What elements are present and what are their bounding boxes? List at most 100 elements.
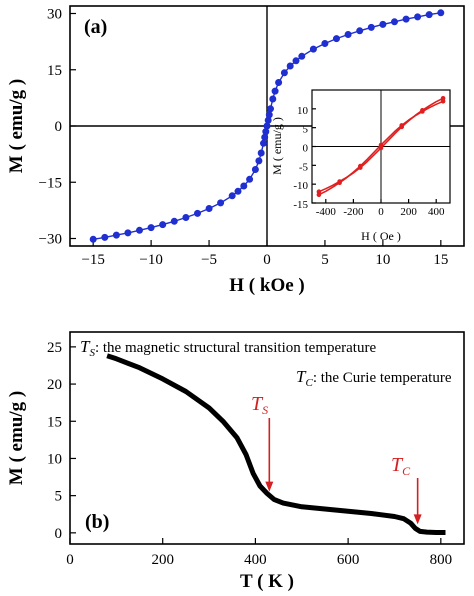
panel-a-series-0-point-37: [356, 27, 364, 35]
panel-b-x-axis-label: T ( K ): [240, 571, 294, 592]
inset-series-1-point-12: [399, 123, 405, 128]
panel-a-curve: [89, 9, 445, 243]
panel-a-x-tick-label-6: 15: [433, 252, 448, 268]
panel-a-series-0-point-9: [194, 209, 202, 217]
panel-b-y-tick-label-1: 5: [55, 489, 63, 505]
inset-x-tick-label-4: 400: [428, 206, 445, 218]
inset-series-1-point-18: [440, 99, 446, 104]
panel-a-series-0-point-38: [367, 23, 375, 31]
panel-a-series-0-point-3: [124, 229, 132, 237]
tc-arrow-label: TC: [391, 454, 411, 478]
ts-note-sub: S: [89, 347, 95, 359]
panel-b-label: (b): [85, 511, 109, 533]
panel-a-x-tick-label-4: 5: [321, 252, 329, 268]
panel-b-y-tick-label-5: 25: [47, 340, 62, 356]
panel-a-series-0-point-14: [240, 182, 248, 190]
panel-a-series-0-point-15: [246, 175, 254, 183]
inset-y-axis-label: M ( emu/g ): [270, 117, 284, 175]
panel-a-series-0-point-27: [271, 87, 279, 95]
panel-a-x-tick-label-0: −15: [81, 252, 104, 268]
panel-a-series-0-point-43: [425, 11, 433, 19]
panel-a-series-0-point-30: [286, 62, 294, 70]
panel-a-series-0-point-10: [205, 205, 213, 213]
panel-a-series-0-point-42: [414, 13, 422, 21]
panel-a-y-tick-label-1: −15: [39, 175, 62, 191]
panel-a-series-0-point-18: [257, 149, 265, 157]
inset-y-tick-label-3: 0: [303, 143, 309, 155]
panel-a-series-0-point-24: [265, 111, 273, 119]
tc-arrow-sub: C: [402, 464, 411, 478]
panel-a-x-ticks: −15 −10 −5 0 5 10 15: [81, 240, 448, 268]
tc-note-sub: C: [305, 377, 313, 389]
inset-series-1-point-6: [357, 163, 363, 169]
panel-a-y-ticks: −30 −15 0 15 30: [39, 7, 76, 248]
panel-a-series-0-point-8: [182, 214, 190, 222]
panel-b-x-tick-label-3: 600: [337, 552, 360, 568]
tc-note-symbol: T: [296, 367, 307, 386]
panel-b-y-tick-label-4: 20: [47, 377, 62, 393]
panel-a-x-tick-label-5: 10: [375, 252, 390, 268]
inset-x-tick-label-0: -400: [316, 206, 337, 218]
tc-arrow-head: [413, 514, 422, 525]
panel-a: −15 −10 −5 0 5 10 15 −30 −15 0 15 30 (a) H ( kOe )…: [6, 5, 465, 296]
panel-b-y-tick-label-2: 10: [47, 451, 62, 467]
panel-a-series-0-point-39: [379, 20, 387, 28]
panel-b-arrows: [265, 418, 422, 525]
inset-series-1-point-9: [378, 142, 384, 148]
inset-series-1-point-15: [420, 109, 425, 114]
panel-a-series-0-point-16: [251, 166, 259, 174]
inset-series-1-point-0: [316, 192, 322, 197]
inset-y-tick-label-5: 10: [297, 105, 309, 117]
panel-b-curve: [106, 353, 446, 535]
inset-x-ticks: -400 -200 0 200 400: [316, 199, 445, 218]
inset-x-tick-label-2: 0: [378, 206, 384, 218]
panel-a-series-0-point-13: [234, 187, 242, 195]
panel-a-series-0-point-34: [321, 39, 329, 47]
inset-x-tick-label-3: 200: [400, 206, 417, 218]
inset-y-tick-label-0: -15: [293, 199, 308, 211]
panel-a-series-0-point-25: [266, 105, 274, 113]
panel-a-x-tick-label-1: −10: [139, 252, 162, 268]
inset-curve: [316, 96, 446, 197]
panel-a-y-tick-label-4: 30: [47, 7, 62, 23]
inset-y-tick-label-4: 5: [303, 124, 309, 136]
panel-a-series-0-point-31: [292, 57, 300, 65]
panel-b-x-tick-label-4: 800: [430, 552, 453, 568]
panel-b: 0 200 400 600 800 0 5 10 15 20 25 (b) T ( K ) M (…: [6, 331, 465, 592]
inset-x-axis-label: H ( Oe ): [361, 229, 401, 243]
inset-y-tick-label-2: -5: [299, 161, 309, 173]
inset-x-tick-label-1: -200: [343, 206, 364, 218]
panel-a-series-0-point-2: [112, 231, 120, 239]
panel-a-y-tick-label-3: 15: [47, 63, 62, 79]
panel-a-series-0-point-11: [217, 199, 225, 207]
panel-a-series-0-point-28: [275, 79, 283, 87]
panel-a-y-tick-label-2: 0: [55, 119, 63, 135]
panel-a-y-tick-label-0: −30: [39, 232, 62, 248]
panel-a-y-axis-label: M ( emu/g ): [6, 79, 27, 173]
panel-a-series-0-point-7: [170, 217, 178, 225]
ts-note: TS: the magnetic structural transition t…: [80, 337, 376, 359]
panel-a-series-0-point-20: [261, 133, 269, 141]
panel-b-series-0-line: [106, 353, 446, 535]
panel-a-x-tick-label-3: 0: [263, 252, 271, 268]
tc-arrow-symbol: T: [391, 454, 404, 476]
panel-a-series-0-point-33: [309, 45, 317, 53]
panel-a-series-0-point-40: [390, 18, 398, 26]
panel-a-series-0-point-17: [255, 157, 263, 165]
panel-b-y-axis-label: M ( emu/g ): [6, 391, 27, 485]
panel-a-series-0-point-12: [228, 192, 236, 200]
panel-a-series-0-point-44: [437, 9, 445, 17]
panel-b-x-tick-label-0: 0: [66, 552, 74, 568]
panel-a-series-0-point-29: [280, 69, 288, 77]
panel-a-series-0-point-21: [262, 128, 270, 136]
panel-b-x-ticks: 0 200 400 600 800: [66, 538, 452, 568]
panel-a-series-0-point-36: [344, 30, 352, 38]
ts-arrow-label: TS: [251, 393, 268, 417]
panel-a-series-0-point-5: [147, 224, 155, 232]
panel-b-y-ticks: 0 5 10 15 20 25: [47, 340, 76, 542]
tc-note-desc: : the Curie temperature: [313, 370, 452, 386]
inset: -400 -200 0 200 400 -15 -10 -5 0 5 10 H ( Oe ) M …: [270, 89, 451, 243]
panel-a-label: (a): [84, 16, 107, 38]
inset-series-1-point-3: [337, 180, 342, 185]
